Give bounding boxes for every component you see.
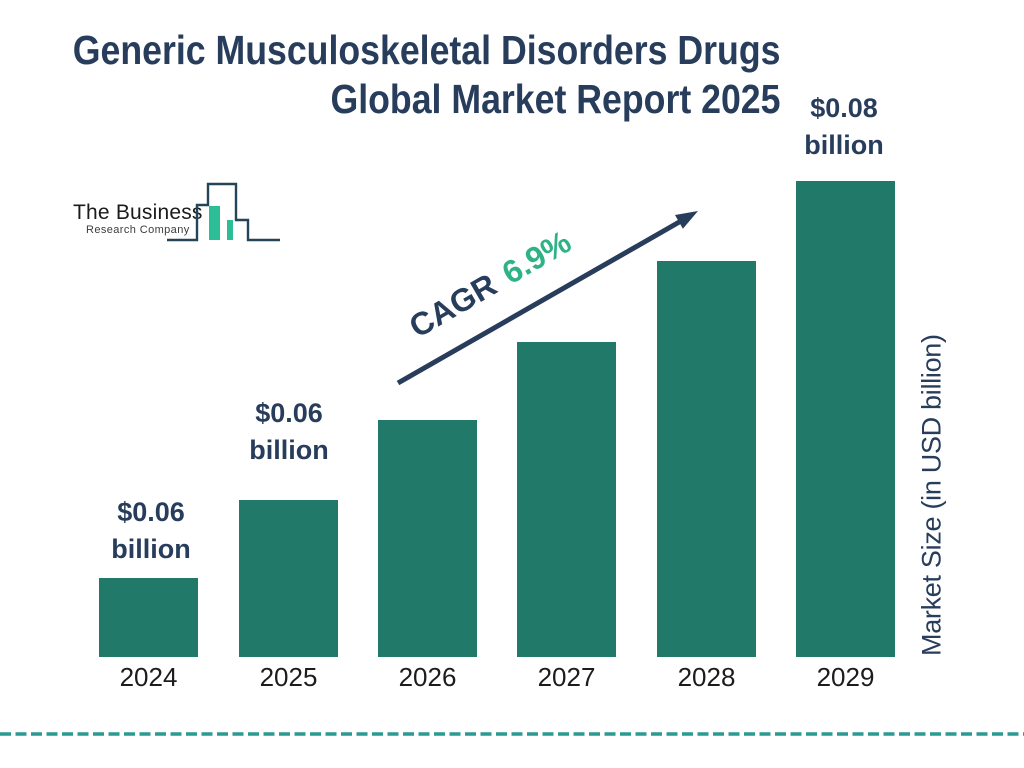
x-tick-2029: 2029 <box>816 662 875 692</box>
bar-value-label-2025: $0.06 billion <box>236 395 342 469</box>
bar-value-unit-2029: billion <box>804 130 884 160</box>
company-logo-subtitle: Research Company <box>86 224 190 236</box>
bar-value-amount-2025: $0.06 <box>255 398 323 428</box>
page-title-line1: Generic Musculoskeletal Disorders Drugs <box>72 27 780 73</box>
bar-2026 <box>378 420 477 657</box>
x-tick-2024: 2024 <box>119 662 178 692</box>
growth-arrow-icon <box>396 211 698 386</box>
bar-2029 <box>796 181 895 657</box>
logo-bar-chart-icon <box>167 182 280 242</box>
bar-2025 <box>239 500 338 657</box>
page-title: Generic Musculoskeletal Disorders Drugs … <box>72 26 780 124</box>
x-tick-2027: 2027 <box>537 662 596 692</box>
y-axis-label: Market Size (in USD billion) <box>916 334 947 656</box>
company-logo: The Business Research Company <box>73 178 288 252</box>
bottom-dashed-divider <box>0 732 1024 736</box>
bar-2024 <box>99 578 198 657</box>
bar-2028 <box>657 261 756 657</box>
company-logo-name: The Business <box>73 201 203 224</box>
bar-2027 <box>517 342 616 657</box>
x-tick-2025: 2025 <box>259 662 318 692</box>
x-tick-2026: 2026 <box>398 662 457 692</box>
page-title-line2: Global Market Report 2025 <box>330 76 780 122</box>
bar-value-amount-2029: $0.08 <box>810 93 878 123</box>
x-tick-2028: 2028 <box>677 662 736 692</box>
bar-value-unit-2025: billion <box>249 435 329 465</box>
company-logo-text: The Business Research Company <box>73 201 203 237</box>
bar-value-label-2024: $0.06 billion <box>98 494 204 568</box>
bar-value-label-2029: $0.08 billion <box>791 90 897 164</box>
bar-value-amount-2024: $0.06 <box>117 497 185 527</box>
bar-value-unit-2024: billion <box>111 534 191 564</box>
